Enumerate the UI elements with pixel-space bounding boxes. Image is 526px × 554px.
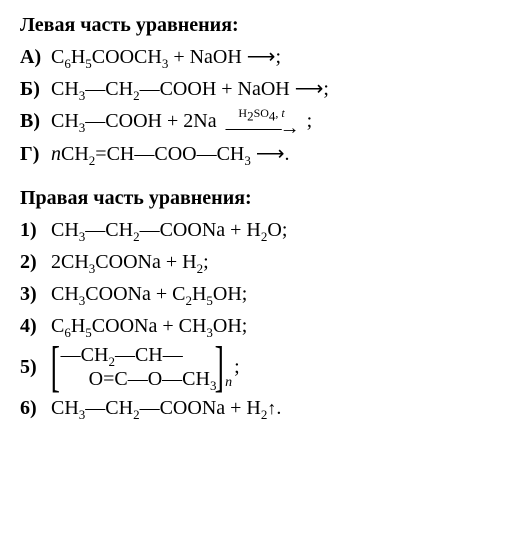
item-6: 6) CH3—CH2—COONa + H2↑. bbox=[20, 393, 506, 423]
formula-4: C6H5COONa + CH3OH; bbox=[51, 315, 247, 337]
polymer-line2: O=C—O—CH3 bbox=[61, 367, 217, 391]
arrow-long: ———→ bbox=[226, 119, 298, 137]
section1-heading: Левая часть уравнения: bbox=[20, 10, 506, 40]
label-4: 4) bbox=[20, 311, 46, 341]
bracket-left: [ bbox=[51, 343, 60, 391]
item-1: 1) CH3—CH2—COONa + H2O; bbox=[20, 215, 506, 245]
section2-heading: Правая часть уравнения: bbox=[20, 183, 506, 213]
item-V: В) CH3—COOH + 2Na H2SO4, t ———→ ; bbox=[20, 106, 506, 137]
formula-V-prefix: CH3—COOH + 2Na bbox=[51, 110, 217, 132]
item-5: 5) [ —CH2—CH— O=C—O—CH3 ] n ; bbox=[20, 343, 506, 391]
label-6: 6) bbox=[20, 393, 46, 423]
formula-6: CH3—CH2—COONa + H2↑. bbox=[51, 397, 281, 419]
item5-suffix: ; bbox=[234, 352, 240, 382]
subscript-n: n bbox=[225, 372, 232, 393]
bracket-right: ] bbox=[215, 343, 224, 391]
item-4: 4) C6H5COONa + CH3OH; bbox=[20, 311, 506, 341]
formula-B: CH3—CH2—COOH + NaOH ⟶; bbox=[51, 78, 329, 100]
label-2: 2) bbox=[20, 247, 46, 277]
label-B: Б) bbox=[20, 74, 46, 104]
formula-3: CH3COONa + C2H5OH; bbox=[51, 283, 247, 305]
item-2: 2) 2CH3COONa + H2; bbox=[20, 247, 506, 277]
item-B: Б) CH3—CH2—COOH + NaOH ⟶; bbox=[20, 74, 506, 104]
formula-1: CH3—CH2—COONa + H2O; bbox=[51, 219, 287, 241]
formula-2: 2CH3COONa + H2; bbox=[51, 251, 209, 273]
label-3: 3) bbox=[20, 279, 46, 309]
label-A: А) bbox=[20, 42, 46, 72]
formula-G: nCH2=CH—COO—CH3 ⟶. bbox=[51, 143, 290, 165]
item-3: 3) CH3COONa + C2H5OH; bbox=[20, 279, 506, 309]
label-5: 5) bbox=[20, 352, 46, 382]
label-V: В) bbox=[20, 106, 46, 136]
formula-V-suffix: ; bbox=[307, 110, 313, 132]
arrow-condition: H2SO4, t ———→ bbox=[226, 108, 298, 137]
polymer-content: —CH2—CH— O=C—O—CH3 bbox=[61, 343, 217, 391]
label-G: Г) bbox=[20, 139, 46, 169]
item-G: Г) nCH2=CH—COO—CH3 ⟶. bbox=[20, 139, 506, 169]
label-1: 1) bbox=[20, 215, 46, 245]
item-A: А) C6H5COOCH3 + NaOH ⟶; bbox=[20, 42, 506, 72]
formula-A: C6H5COOCH3 + NaOH ⟶; bbox=[51, 46, 281, 68]
polymer-line1: —CH2—CH— bbox=[61, 343, 217, 367]
